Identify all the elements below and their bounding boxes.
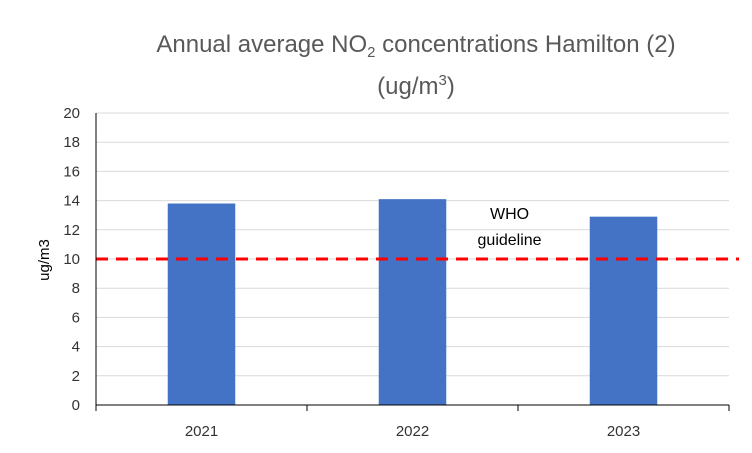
title-unit-suffix: ): [446, 73, 455, 100]
chart-title: Annual average NO2 concentrations Hamilt…: [40, 30, 752, 68]
reference-line-group: WHO guideline: [96, 206, 739, 261]
x-tick-label: 2023: [607, 423, 640, 440]
who-guideline-label-line2: guideline: [478, 232, 542, 249]
y-tick-label: 12: [63, 222, 80, 239]
bars: [167, 199, 658, 405]
bar: [378, 199, 447, 405]
x-tick-label: 2022: [396, 423, 429, 440]
y-tick-label: 4: [72, 339, 80, 356]
who-guideline-label: WHO: [490, 206, 529, 223]
title-unit-text: (ug/m: [377, 73, 439, 100]
chart-title-unit: (ug/m3): [40, 66, 752, 102]
x-tick-label: 2021: [185, 423, 218, 440]
y-tick-label: 14: [63, 193, 80, 210]
bar: [167, 203, 236, 405]
title-subscript: 2: [367, 44, 376, 61]
y-tick-label: 2: [72, 368, 80, 385]
y-tick-label: 16: [63, 163, 80, 180]
y-axis-label: ug/m3: [36, 239, 53, 281]
y-tick-label: 10: [63, 251, 80, 268]
title-text-suffix: concentrations Hamilton (2): [375, 31, 676, 58]
title-text: Annual average NO: [156, 31, 368, 58]
y-tick-label: 8: [72, 280, 80, 297]
axes: 0 2 4 6 8 10 12 14 16 18 20 2021 2022 2023: [63, 105, 730, 440]
y-tick-label: 18: [63, 134, 80, 151]
y-tick-label: 6: [72, 309, 80, 326]
y-tick-label: 20: [63, 105, 80, 122]
y-tick-label: 0: [72, 397, 80, 414]
title-unit-superscript: 3: [438, 72, 447, 89]
bar: [589, 216, 658, 405]
